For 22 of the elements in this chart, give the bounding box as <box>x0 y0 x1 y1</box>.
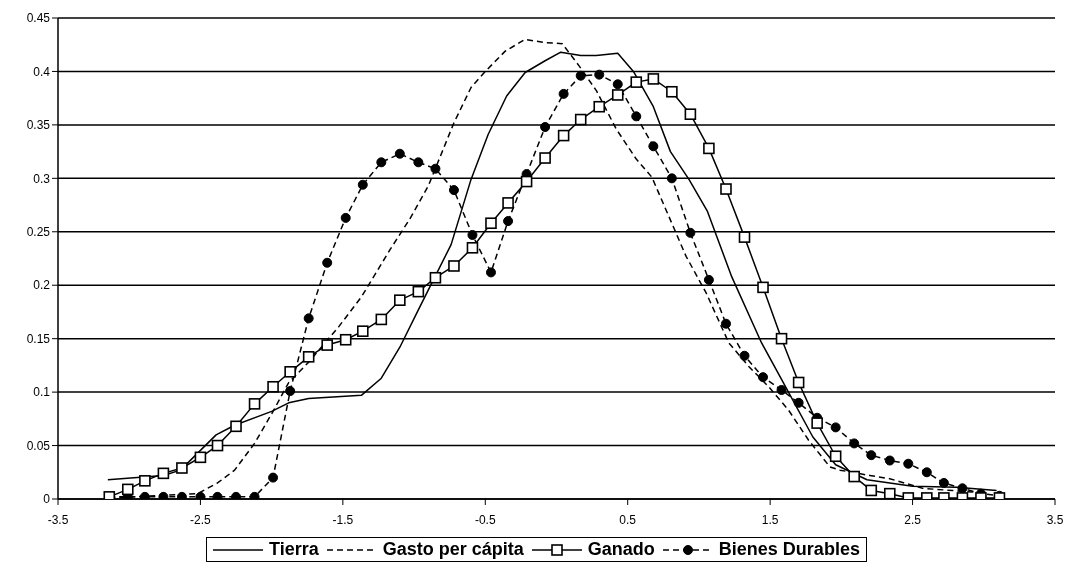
y-tick-label: 0.3 <box>33 171 51 186</box>
x-tick-label: -0.5 <box>474 512 496 527</box>
legend-label: Ganado <box>587 539 655 560</box>
y-tick-label: 0.4 <box>33 64 51 79</box>
y-tick-label: 0 <box>43 492 51 507</box>
y-tick-label: 0.35 <box>26 118 51 133</box>
x-tick-label: -2.5 <box>190 512 212 527</box>
y-tick-label: 0.25 <box>26 225 51 240</box>
y-tick-label: 0.45 <box>26 11 51 26</box>
x-tick-label: 0.5 <box>619 512 637 527</box>
legend-label: Bienes Durables <box>718 539 860 560</box>
x-tick-label: 3.5 <box>1046 512 1064 527</box>
x-tick-label: -1.5 <box>332 512 354 527</box>
y-tick-label: 0.2 <box>33 278 51 293</box>
y-tick-label: 0.15 <box>26 331 51 346</box>
legend-label: Tierra <box>269 539 319 560</box>
y-tick-label: 0.05 <box>26 438 51 453</box>
legend-label: Gasto per cápita <box>382 539 524 560</box>
x-tick-label: 2.5 <box>904 512 922 527</box>
x-tick-label: -3.5 <box>47 512 69 527</box>
y-tick-label: 0.1 <box>33 385 51 400</box>
x-tick-label: 1.5 <box>761 512 779 527</box>
